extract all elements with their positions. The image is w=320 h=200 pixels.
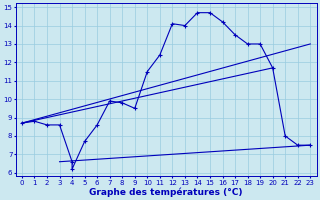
X-axis label: Graphe des températures (°C): Graphe des températures (°C) bbox=[89, 187, 243, 197]
